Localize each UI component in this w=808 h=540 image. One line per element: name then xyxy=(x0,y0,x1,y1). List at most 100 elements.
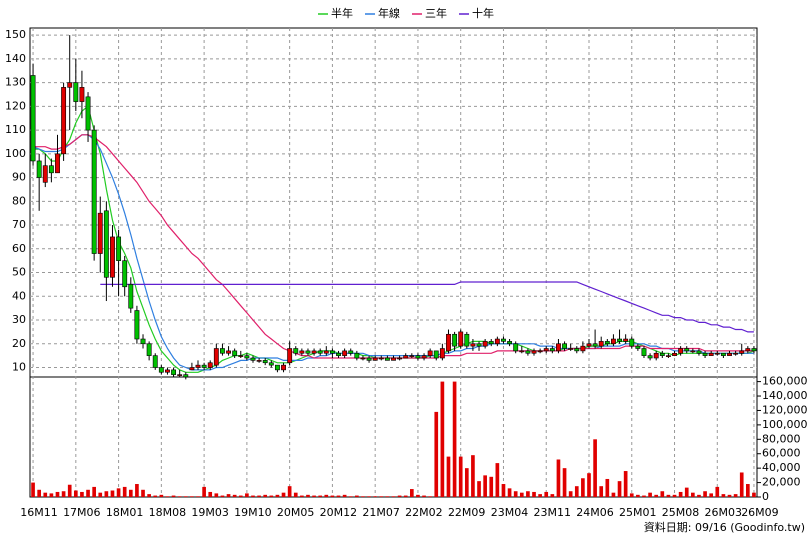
volume-bar xyxy=(281,492,286,497)
candle-body xyxy=(488,341,494,345)
candle-body xyxy=(476,343,482,347)
candle-body xyxy=(549,348,555,352)
volume-bar xyxy=(318,495,323,497)
candle-body xyxy=(165,369,170,373)
volume-bar xyxy=(80,491,84,497)
y-tick-label: 140 xyxy=(5,52,26,65)
candle-body xyxy=(262,360,268,364)
candle-body xyxy=(543,348,549,352)
candle-body xyxy=(464,333,470,347)
legend-label: 年線 xyxy=(378,6,400,20)
y-tick-label: 40 xyxy=(12,289,26,302)
volume-bar xyxy=(391,496,396,497)
volume-bar xyxy=(177,496,182,497)
candle-body xyxy=(733,352,739,355)
candle-body xyxy=(531,350,537,354)
x-tick-label: 21M07 xyxy=(362,506,400,519)
candle-body xyxy=(201,364,207,368)
candle-body xyxy=(391,357,396,361)
y-tick-label: 30 xyxy=(12,313,26,326)
volume-bar xyxy=(587,473,591,497)
candle-body xyxy=(439,348,445,359)
candle-body xyxy=(659,352,665,356)
y-tick-label: 130 xyxy=(5,76,26,89)
candle-body xyxy=(360,357,366,360)
candle-body xyxy=(293,348,299,354)
volume-bar xyxy=(245,493,249,497)
candle-body xyxy=(562,343,567,349)
volume-bar xyxy=(581,478,585,497)
volume-bar xyxy=(287,486,292,497)
candle-body xyxy=(85,96,91,131)
volume-bar xyxy=(709,493,714,497)
candle-body xyxy=(384,357,390,361)
volume-bar xyxy=(238,495,243,497)
candle-body xyxy=(739,350,745,354)
candle-body xyxy=(580,345,586,352)
footer: 資料日期: 09/16 (Goodinfo.tw) xyxy=(644,520,805,534)
volume-bar xyxy=(330,495,335,497)
y2-tick-label: 0 xyxy=(762,490,769,503)
candle-body xyxy=(232,350,238,356)
candle-body xyxy=(195,364,201,368)
candle-body xyxy=(751,348,757,352)
candle-body xyxy=(79,87,85,102)
candle-body xyxy=(250,357,256,361)
candle-body xyxy=(103,210,109,278)
ma-line xyxy=(100,281,754,333)
candle-body xyxy=(140,338,146,345)
volume-bar xyxy=(697,494,701,497)
candle-body xyxy=(507,341,513,345)
volume-bar xyxy=(208,491,213,497)
volume-bar xyxy=(501,484,506,497)
volume-bar xyxy=(220,495,225,497)
volume-bar xyxy=(739,472,744,497)
candle-body xyxy=(287,348,293,364)
volume-bar xyxy=(666,494,671,497)
volume-bar xyxy=(232,494,237,497)
candle-body xyxy=(311,350,317,354)
candle-body xyxy=(61,87,67,155)
volume-bar xyxy=(342,494,347,497)
x-tick-label: 20M05 xyxy=(277,506,315,519)
x-tick-label: 26M03 xyxy=(705,506,743,519)
candle-body xyxy=(152,355,158,368)
y-tick-label: 100 xyxy=(5,147,26,160)
candle-body xyxy=(629,338,635,347)
volume-bar xyxy=(452,381,457,497)
y2-tick-label: 20,000 xyxy=(762,476,801,489)
candle-body xyxy=(171,369,177,375)
x-tick-label: 19M03 xyxy=(191,506,229,519)
candle-body xyxy=(348,350,354,354)
volume-bar xyxy=(67,484,72,497)
candle-body xyxy=(513,343,519,352)
volume-bar xyxy=(611,492,616,497)
volume-bar xyxy=(31,482,35,497)
volume-bar xyxy=(446,456,451,497)
candle-body xyxy=(641,348,647,356)
volume-bar xyxy=(355,495,359,497)
candle-body xyxy=(482,341,488,347)
y2-tick-label: 40,000 xyxy=(762,461,801,474)
volume-bar xyxy=(422,495,426,497)
volume-bar xyxy=(128,489,133,497)
volume-bar xyxy=(159,494,164,497)
volume-bar xyxy=(458,456,463,497)
volume-bar xyxy=(336,495,341,497)
x-tick-label: 23M11 xyxy=(533,506,571,519)
volume-bar xyxy=(183,496,188,497)
volume-bar xyxy=(226,494,231,497)
volume-bar xyxy=(489,476,494,497)
candle-body xyxy=(714,352,720,355)
x-tick-label: 19M10 xyxy=(234,506,272,519)
candle-body xyxy=(226,350,231,354)
volume-bar xyxy=(43,492,48,497)
volume-bar xyxy=(263,494,268,497)
candle-body xyxy=(274,364,280,371)
legend-label: 十年 xyxy=(472,6,494,20)
volume-bar xyxy=(507,488,512,497)
volume-bar xyxy=(715,486,720,497)
x-tick-label: 22M02 xyxy=(405,506,443,519)
x-tick-label: 18M01 xyxy=(106,506,144,519)
candle-body xyxy=(299,350,305,354)
